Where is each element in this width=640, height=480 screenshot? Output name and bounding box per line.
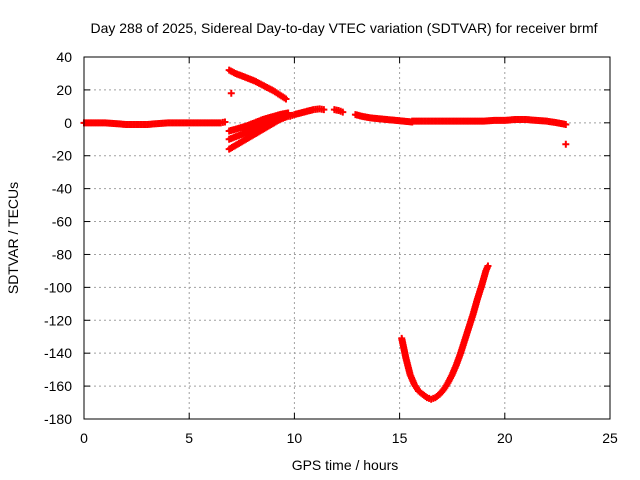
data-point xyxy=(339,108,347,116)
x-axis-title: GPS time / hours xyxy=(292,457,399,473)
x-tick-label: 25 xyxy=(602,430,618,446)
data-point xyxy=(562,140,570,148)
x-tick-label: 15 xyxy=(392,430,408,446)
x-tick-label: 5 xyxy=(185,430,193,446)
y-tick-label: -180 xyxy=(44,411,72,427)
plot-frame xyxy=(83,56,611,420)
grid xyxy=(84,57,610,419)
y-tick-label: -160 xyxy=(44,378,72,394)
chart-title: Day 288 of 2025, Sidereal Day-to-day VTE… xyxy=(90,20,597,36)
y-tick-label: 20 xyxy=(56,82,72,98)
y-tick-label: 40 xyxy=(56,49,72,65)
y-tick-label: -20 xyxy=(52,148,72,164)
data-point xyxy=(562,120,570,128)
y-tick-label: 0 xyxy=(64,115,72,131)
x-tick-label: 20 xyxy=(497,430,513,446)
y-tick-label: -140 xyxy=(44,345,72,361)
x-tick-label: 0 xyxy=(80,430,88,446)
y-axis-title: SDTVAR / TECUs xyxy=(5,182,21,294)
axis-ticks xyxy=(83,56,611,420)
y-tick-label: -60 xyxy=(52,214,72,230)
y-tick-label: -120 xyxy=(44,312,72,328)
y-tick-label: -40 xyxy=(52,181,72,197)
data-point xyxy=(484,262,492,270)
x-tick-label: 10 xyxy=(287,430,303,446)
tick-labels: 0 5 10 15 20 25 40 20 0 -20 -40 -60 -80 -100 -120 -140 -… xyxy=(44,49,618,446)
data-points xyxy=(80,66,570,403)
data-point xyxy=(282,95,290,103)
y-tick-label: -80 xyxy=(52,246,72,262)
data-point xyxy=(320,106,328,114)
y-tick-label: -100 xyxy=(44,279,72,295)
data-point xyxy=(227,89,235,97)
data-point xyxy=(221,118,229,126)
